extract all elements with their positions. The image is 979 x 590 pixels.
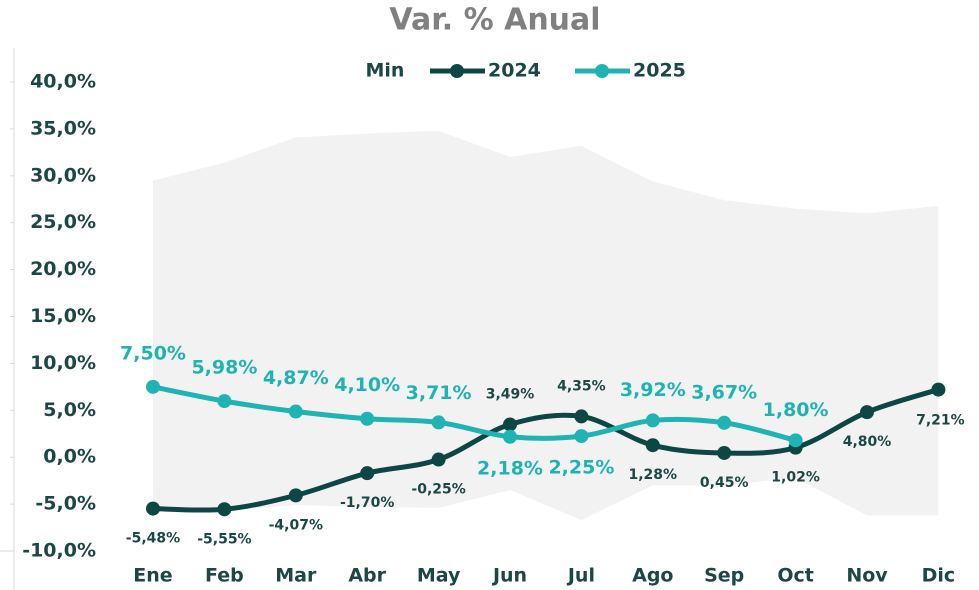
point <box>146 379 160 394</box>
y-tick-label: 20,0% <box>30 258 96 280</box>
chart-title: Var. % Anual <box>389 3 600 38</box>
point <box>574 409 589 424</box>
point <box>788 433 803 448</box>
point <box>717 415 732 430</box>
data-label: 4,80% <box>843 434 892 450</box>
x-tick-label: Mar <box>275 565 317 587</box>
data-label: 1,28% <box>629 467 678 483</box>
point <box>431 415 446 430</box>
x-tick-label: Sep <box>704 565 744 587</box>
data-label: -5,48% <box>126 531 180 547</box>
y-tick-label: 35,0% <box>30 117 96 139</box>
point <box>717 445 732 460</box>
y-tick-label: 10,0% <box>30 352 96 374</box>
y-tick-label: -10,0% <box>22 540 96 562</box>
y-tick-label: -5,0% <box>35 493 96 515</box>
legend-label: 2024 <box>488 60 541 82</box>
point <box>217 502 232 517</box>
y-tick-label: 30,0% <box>30 164 96 186</box>
data-label: 4,87% <box>263 367 329 389</box>
data-label: 1,02% <box>771 470 820 486</box>
data-label: 2,18% <box>477 457 543 479</box>
point <box>503 429 517 444</box>
point <box>146 501 160 516</box>
data-label: 5,98% <box>191 357 257 379</box>
data-label: -0,25% <box>411 482 465 498</box>
range-band <box>153 130 939 521</box>
data-label: 3,92% <box>620 379 686 401</box>
data-label: 1,80% <box>763 399 829 421</box>
line <box>152 384 797 443</box>
point <box>574 429 589 444</box>
point <box>931 382 946 397</box>
x-tick-label: Ago <box>632 565 673 587</box>
point <box>645 438 660 453</box>
x-tick-label: Jul <box>566 565 595 587</box>
x-tick-label: Feb <box>205 565 244 587</box>
x-tick-label: Nov <box>846 565 888 587</box>
y-tick-label: 40,0% <box>30 71 96 93</box>
x-tick-label: Abr <box>348 565 386 587</box>
x-tick-label: Ene <box>133 565 172 587</box>
data-label: 2,25% <box>548 457 614 479</box>
legend-marker <box>450 64 464 78</box>
legend-label: Min <box>366 60 405 82</box>
y-tick-label: 25,0% <box>30 211 96 233</box>
point <box>288 488 303 503</box>
data-label: 0,45% <box>700 475 749 491</box>
data-label: 3,71% <box>406 382 472 404</box>
x-tick-label: Jun <box>491 565 527 587</box>
point <box>217 394 232 409</box>
point <box>431 452 446 467</box>
x-tick-label: Oct <box>777 565 814 587</box>
data-label: -1,70% <box>340 495 394 511</box>
data-label: 7,21% <box>916 413 965 429</box>
data-label: 4,35% <box>557 378 606 394</box>
data-label: 3,49% <box>486 386 535 402</box>
data-label: -4,07% <box>269 517 323 533</box>
point <box>645 413 660 428</box>
point <box>288 404 303 419</box>
y-tick-label: 15,0% <box>30 305 96 327</box>
y-tick-label: 5,0% <box>43 399 96 421</box>
x-tick-label: May <box>417 565 461 587</box>
point <box>503 417 517 432</box>
data-label: 4,10% <box>334 374 400 396</box>
legend-marker <box>595 64 609 78</box>
legend-label: 2025 <box>633 60 686 82</box>
data-label: -5,55% <box>197 531 251 547</box>
data-label: 3,67% <box>691 381 757 403</box>
point <box>360 466 375 481</box>
data-label: 7,50% <box>120 342 186 364</box>
point <box>360 411 375 426</box>
y-tick-label: 0,0% <box>43 446 96 468</box>
point <box>860 405 874 420</box>
x-tick-label: Dic <box>922 565 956 587</box>
